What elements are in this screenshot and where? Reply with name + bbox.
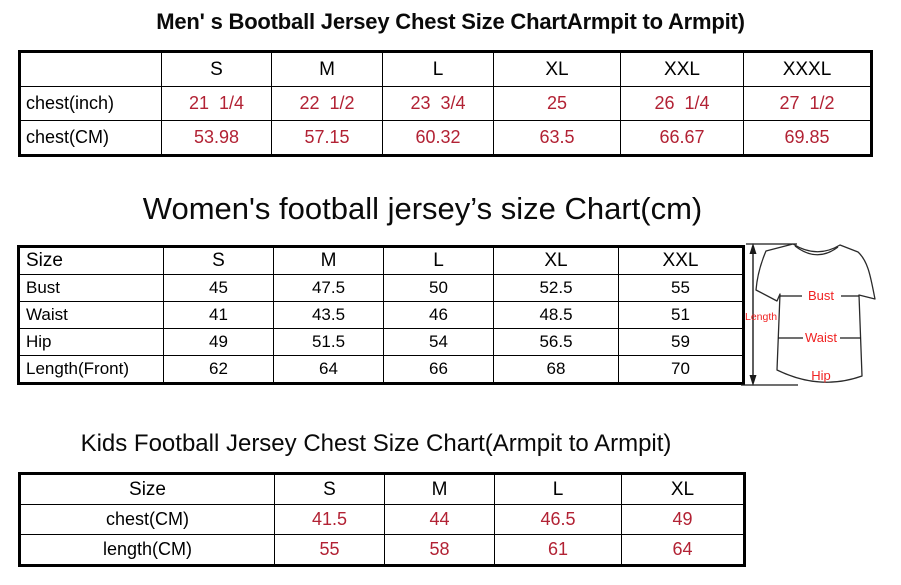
cell-value: 60.32 bbox=[382, 120, 494, 156]
col-header: XXL bbox=[620, 51, 744, 87]
cell-value: 55 bbox=[274, 534, 385, 566]
cell-value: 23 3/4 bbox=[382, 86, 494, 121]
kids-size-table: Size S M L XL chest(CM) 41.5 44 46.5 49 length(CM)… bbox=[18, 472, 746, 567]
cell-value: 66 bbox=[383, 355, 494, 384]
womens-chart-title: Women's football jersey’s size Chart(cm) bbox=[142, 191, 703, 226]
bust-label: Bust bbox=[808, 288, 834, 303]
row-label: chest(CM) bbox=[19, 504, 275, 535]
cell-value: 57.15 bbox=[271, 120, 383, 156]
cell-value: 66.67 bbox=[620, 120, 744, 156]
table-row: chest(CM) 53.98 57.15 60.32 63.5 66.67 69.85 bbox=[19, 120, 872, 156]
hip-label: Hip bbox=[811, 368, 831, 383]
cell-value: 41.5 bbox=[274, 504, 385, 535]
cell-value: 70 bbox=[618, 355, 744, 384]
cell-value: 61 bbox=[494, 534, 622, 566]
cell-value: 46.5 bbox=[494, 504, 622, 535]
cell-value: 58 bbox=[384, 534, 495, 566]
col-header: Size bbox=[19, 473, 275, 505]
cell-value: 56.5 bbox=[493, 328, 619, 356]
row-label: Waist bbox=[18, 301, 164, 329]
table-row: length(CM) 55 58 61 64 bbox=[19, 534, 745, 566]
col-header: XXXL bbox=[743, 51, 872, 87]
cell-value: 69.85 bbox=[743, 120, 872, 156]
cell-value: 21 1/4 bbox=[161, 86, 272, 121]
mens-size-table: S M L XL XXL XXXL chest(inch) 21 1/4 22 1/2 23 3/… bbox=[18, 50, 873, 157]
tshirt-outline bbox=[755, 243, 876, 383]
cell-value: 52.5 bbox=[493, 274, 619, 302]
col-header: XL bbox=[621, 473, 745, 505]
table-row: Waist 41 43.5 46 48.5 51 bbox=[18, 301, 744, 329]
cell-value: 51.5 bbox=[273, 328, 384, 356]
row-label: Length(Front) bbox=[18, 355, 164, 384]
cell-value: 54 bbox=[383, 328, 494, 356]
header-row: Size S M L XL XXL bbox=[18, 246, 744, 275]
kids-chart-title: Kids Football Jersey Chest Size Chart(Ar… bbox=[80, 430, 672, 457]
row-label: Bust bbox=[18, 274, 164, 302]
col-header: S bbox=[163, 246, 274, 275]
cell-value: 63.5 bbox=[493, 120, 621, 156]
cell-value: 27 1/2 bbox=[743, 86, 872, 121]
row-label: chest(inch) bbox=[19, 86, 162, 121]
cell-value: 22 1/2 bbox=[271, 86, 383, 121]
tshirt-measurement-diagram: Length Bust Waist Hip bbox=[741, 243, 876, 386]
cell-value: 59 bbox=[618, 328, 744, 356]
cell-value: 44 bbox=[384, 504, 495, 535]
col-header: S bbox=[274, 473, 385, 505]
cell-value: 64 bbox=[621, 534, 745, 566]
length-arrow bbox=[749, 243, 757, 386]
cell-value: 53.98 bbox=[161, 120, 272, 156]
col-header: XL bbox=[493, 246, 619, 275]
cell-value: 41 bbox=[163, 301, 274, 329]
cell-value: 68 bbox=[493, 355, 619, 384]
col-header: M bbox=[271, 51, 383, 87]
cell-value: 45 bbox=[163, 274, 274, 302]
row-label: chest(CM) bbox=[19, 120, 162, 156]
cell-value: 51 bbox=[618, 301, 744, 329]
header-row: Size S M L XL bbox=[19, 473, 745, 505]
waist-label: Waist bbox=[805, 330, 837, 345]
cell-value: 48.5 bbox=[493, 301, 619, 329]
measure-lines bbox=[778, 295, 861, 339]
table-row: chest(inch) 21 1/4 22 1/2 23 3/4 25 26 1/4 27 … bbox=[19, 86, 872, 121]
length-label: Length bbox=[745, 311, 777, 323]
row-label: length(CM) bbox=[19, 534, 275, 566]
col-header: L bbox=[494, 473, 622, 505]
table-row: Hip 49 51.5 54 56.5 59 bbox=[18, 328, 744, 356]
cell-value: 25 bbox=[493, 86, 621, 121]
cell-value: 46 bbox=[383, 301, 494, 329]
collar-inner-line bbox=[794, 245, 839, 256]
cell-value: 64 bbox=[273, 355, 384, 384]
cell-value: 49 bbox=[621, 504, 745, 535]
cell-value: 50 bbox=[383, 274, 494, 302]
col-header: Size bbox=[18, 246, 164, 275]
cell-value: 55 bbox=[618, 274, 744, 302]
womens-size-table: Size S M L XL XXL Bust 45 47.5 50 52.5 55 Waist 41 43.… bbox=[17, 245, 745, 385]
table-row: Bust 45 47.5 50 52.5 55 bbox=[18, 274, 744, 302]
cell-value: 26 1/4 bbox=[620, 86, 744, 121]
mens-chart-title: Men' s Bootball Jersey Chest Size ChartA… bbox=[156, 9, 745, 34]
col-header: L bbox=[382, 51, 494, 87]
col-header bbox=[19, 51, 162, 87]
cell-value: 49 bbox=[163, 328, 274, 356]
cell-value: 62 bbox=[163, 355, 274, 384]
col-header: XL bbox=[493, 51, 621, 87]
table-row: Length(Front) 62 64 66 68 70 bbox=[18, 355, 744, 384]
col-header: S bbox=[161, 51, 272, 87]
table-row: chest(CM) 41.5 44 46.5 49 bbox=[19, 504, 745, 535]
col-header: M bbox=[273, 246, 384, 275]
cell-value: 43.5 bbox=[273, 301, 384, 329]
col-header: M bbox=[384, 473, 495, 505]
col-header: L bbox=[383, 246, 494, 275]
header-row: S M L XL XXL XXXL bbox=[19, 51, 872, 87]
cell-value: 47.5 bbox=[273, 274, 384, 302]
row-label: Hip bbox=[18, 328, 164, 356]
col-header: XXL bbox=[618, 246, 744, 275]
